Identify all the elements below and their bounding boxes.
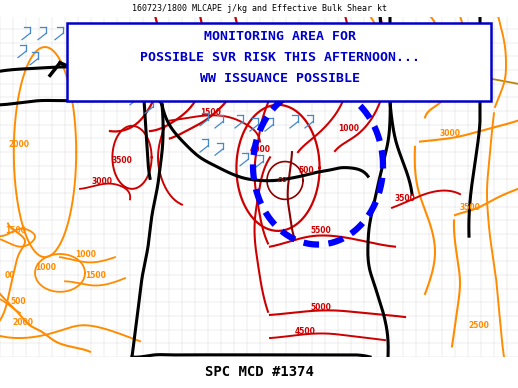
Text: 2000: 2000	[8, 140, 29, 149]
Text: 160723/1800 MLCAPE j/kg and Effective Bulk Shear kt: 160723/1800 MLCAPE j/kg and Effective Bu…	[132, 4, 386, 13]
Text: MONITORING AREA FOR: MONITORING AREA FOR	[204, 30, 356, 43]
Text: SPC MCD #1374: SPC MCD #1374	[205, 365, 313, 379]
Text: 1500: 1500	[85, 271, 106, 280]
FancyBboxPatch shape	[67, 23, 491, 100]
Text: 5000: 5000	[310, 303, 331, 312]
Text: POSSIBLE SVR RISK THIS AFTERNOON...: POSSIBLE SVR RISK THIS AFTERNOON...	[140, 51, 420, 64]
Text: 1500: 1500	[200, 108, 221, 117]
Text: 3000: 3000	[440, 129, 461, 139]
Text: 3000: 3000	[92, 177, 113, 185]
Text: 2000: 2000	[12, 319, 33, 327]
Text: WW ISSUANCE POSSIBLE: WW ISSUANCE POSSIBLE	[200, 72, 360, 85]
Text: 1000: 1000	[35, 263, 56, 272]
Text: 00: 00	[278, 177, 288, 182]
Text: 3500: 3500	[395, 194, 416, 203]
Text: 5500: 5500	[310, 226, 331, 235]
Text: 00: 00	[5, 271, 16, 280]
Text: 1000: 1000	[75, 250, 96, 259]
Text: 2500: 2500	[468, 320, 489, 329]
Text: 4500: 4500	[295, 327, 316, 336]
Text: 500: 500	[10, 298, 25, 307]
Text: 3500: 3500	[112, 156, 133, 165]
Text: 4000: 4000	[250, 145, 271, 154]
Text: 1500: 1500	[5, 226, 26, 235]
Text: 1000: 1000	[338, 124, 359, 133]
Text: 500: 500	[298, 166, 313, 175]
Text: 3500: 3500	[460, 203, 481, 212]
Text: 250: 250	[330, 79, 346, 88]
